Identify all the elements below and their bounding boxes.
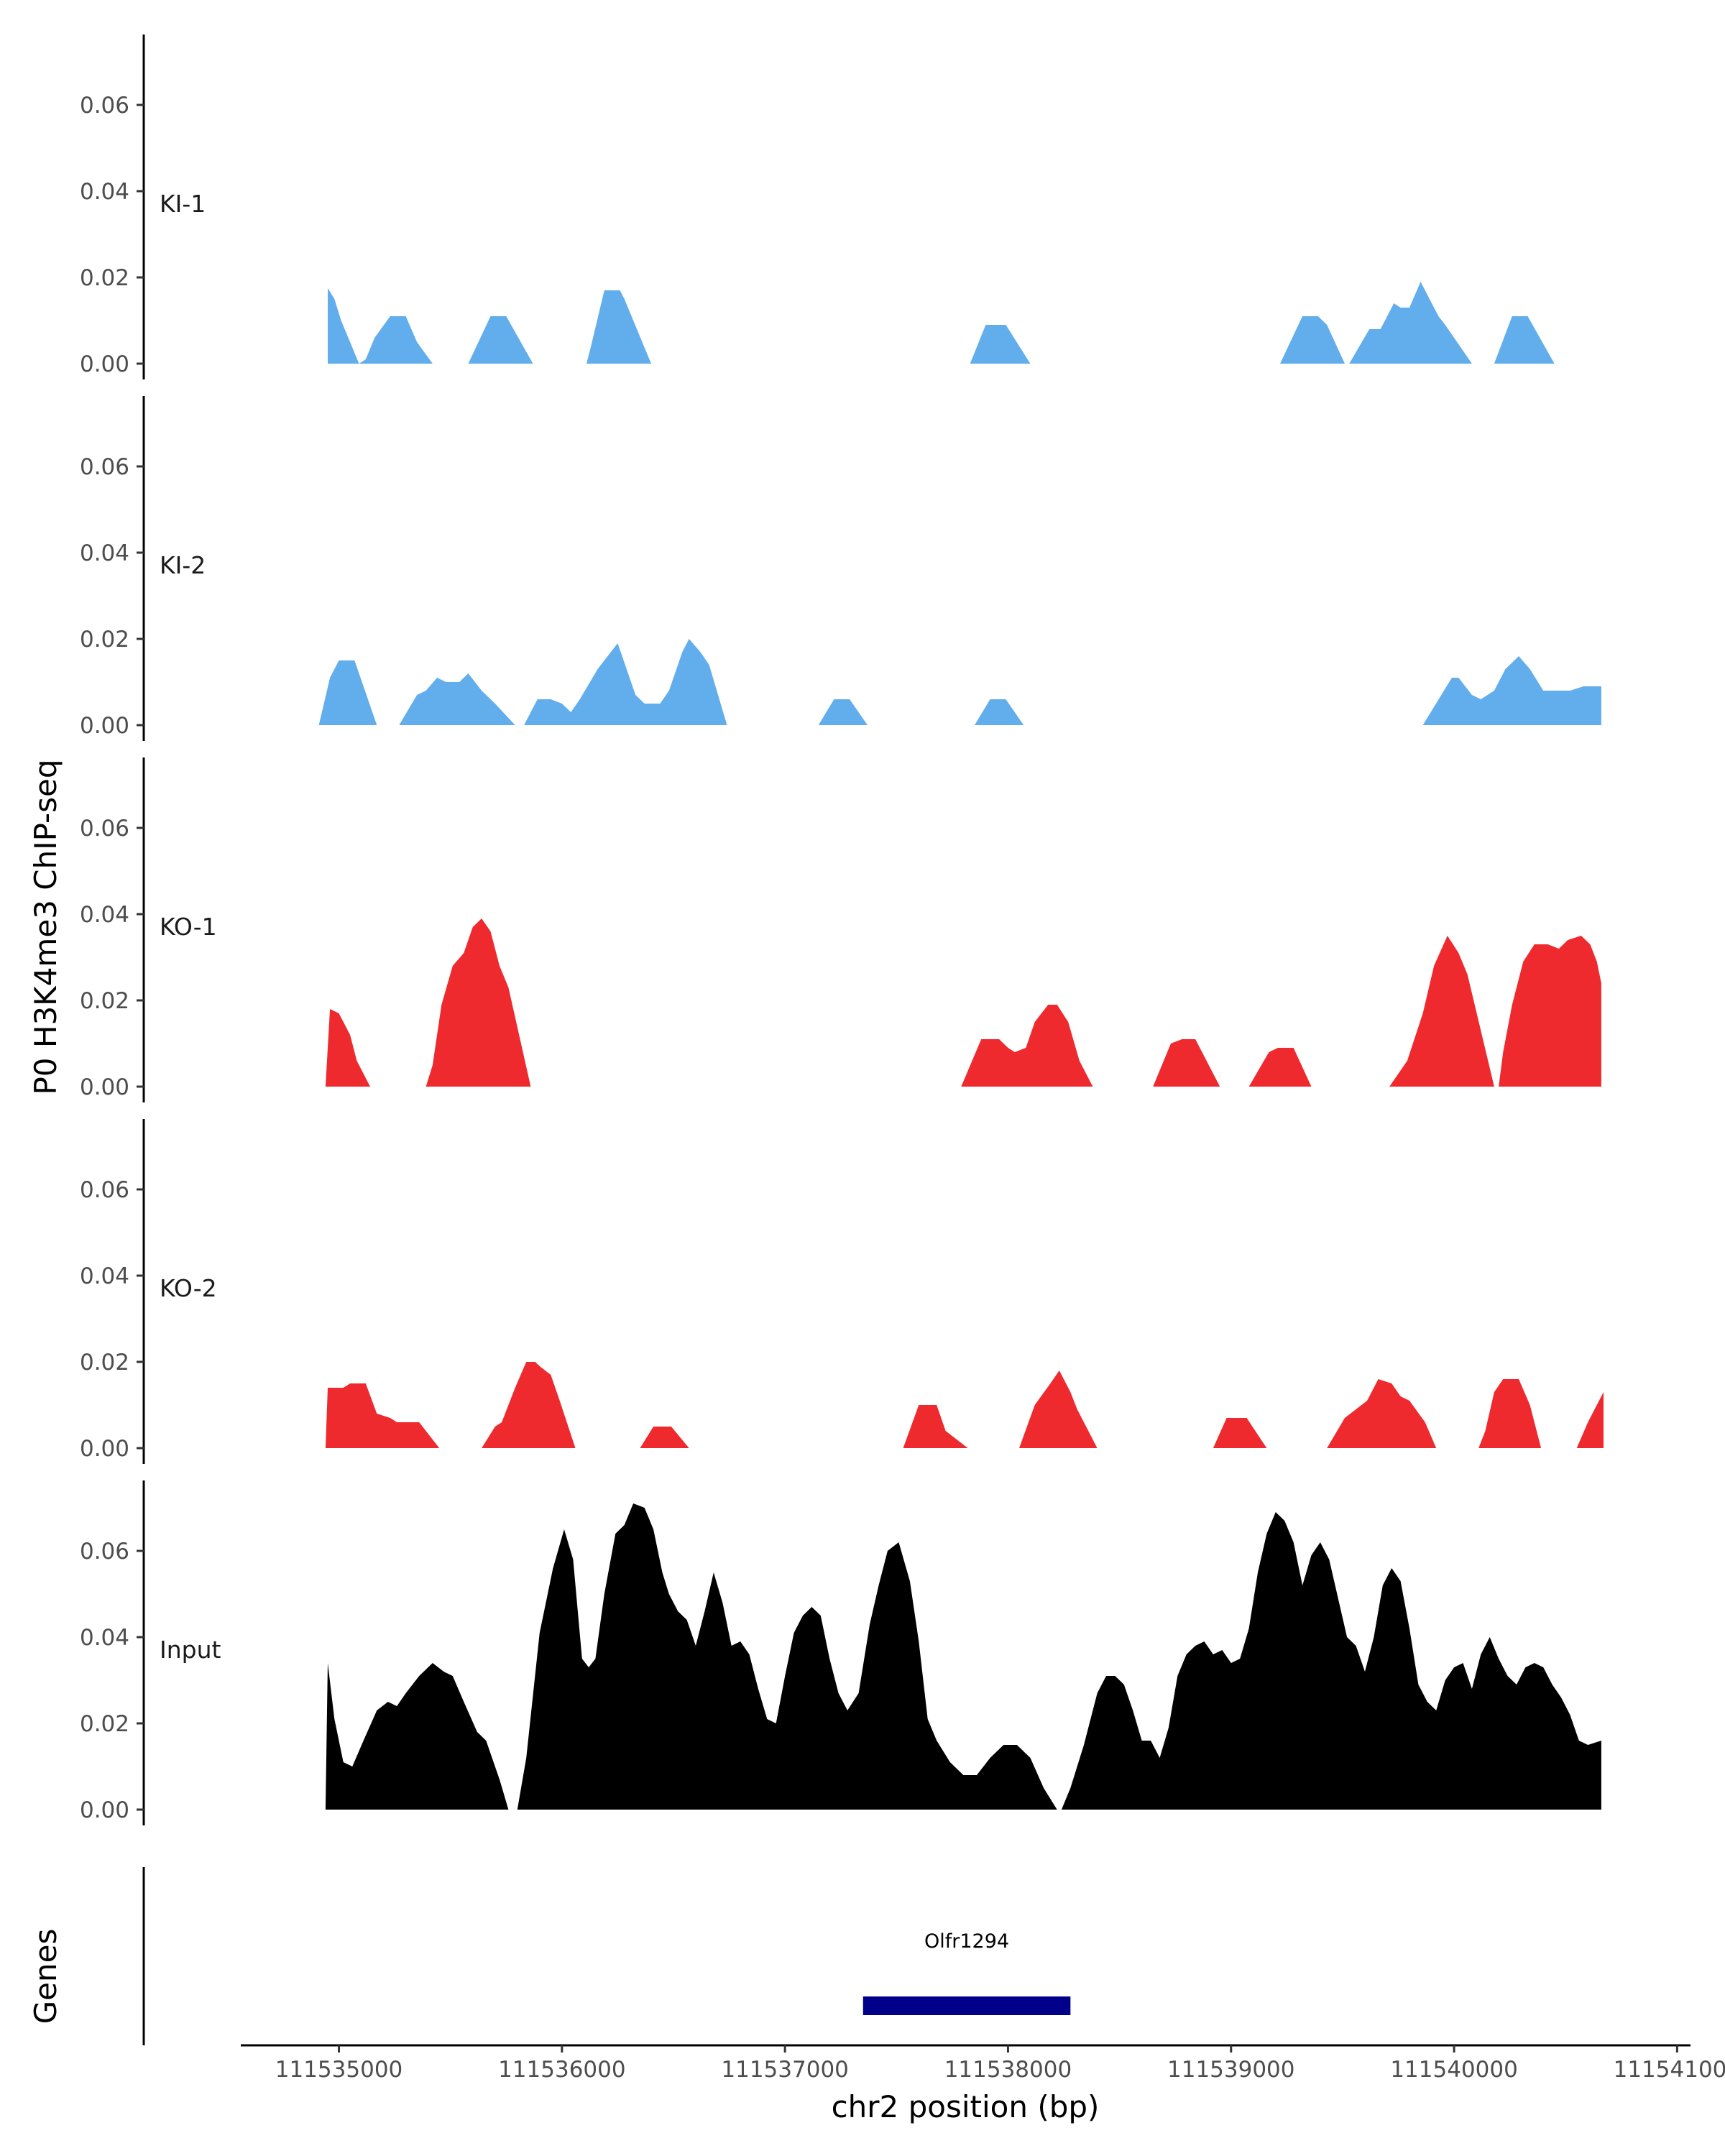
y-axis-title: P0 H3K4me3 ChIP-seq — [28, 759, 63, 1095]
y-tick-label: 0.00 — [80, 1074, 129, 1100]
y-tick-label: 0.06 — [80, 816, 129, 842]
track-label-input: Input — [160, 1636, 221, 1664]
track-panel-ko-2: 0.00 0.02 0.04 0.06 KO-2 — [80, 1119, 1604, 1464]
track-label-ko-2: KO-2 — [160, 1274, 217, 1302]
signal-area-ki-2 — [318, 639, 1601, 725]
track-panel-input: 0.00 0.02 0.04 0.06 Input — [80, 1480, 1601, 1825]
y-tick-label: 0.06 — [80, 1539, 129, 1565]
x-axis: 111535000 111536000 111537000 111538000 1115… — [241, 2044, 1725, 2083]
y-tick-label: 0.00 — [80, 713, 129, 739]
y-tick-label: 0.04 — [80, 540, 129, 566]
signal-area-ko-1 — [325, 918, 1601, 1087]
track-panel-ki-2: 0.00 0.02 0.04 0.06 KI-2 — [80, 396, 1601, 741]
y-tick-label: 0.04 — [80, 902, 129, 928]
x-tick-label: 111538000 — [944, 2057, 1072, 2083]
genes-axis-title: Genes — [28, 1929, 63, 2024]
track-label-ki-1: KI-1 — [160, 190, 206, 218]
y-tick-label: 0.04 — [80, 1263, 129, 1289]
x-tick-label: 111537000 — [721, 2057, 849, 2083]
y-tick-label: 0.04 — [80, 1625, 129, 1651]
y-tick-label: 0.06 — [80, 93, 129, 119]
y-tick-label: 0.00 — [80, 1436, 129, 1462]
x-tick-label: 111535000 — [275, 2057, 403, 2083]
signal-area-ko-2 — [325, 1362, 1604, 1448]
y-tick-label: 0.02 — [80, 1711, 129, 1737]
y-tick-label: 0.00 — [80, 1797, 129, 1823]
y-tick-label: 0.06 — [80, 1177, 129, 1203]
track-panel-ko-1: 0.00 0.02 0.04 0.06 KO-1 — [80, 757, 1601, 1102]
x-tick-label: 111541000 — [1614, 2057, 1725, 2083]
x-tick-label: 111536000 — [498, 2057, 626, 2083]
track-label-ki-2: KI-2 — [160, 551, 206, 579]
track-label-ko-1: KO-1 — [160, 913, 217, 941]
x-axis-title: chr2 position (bp) — [832, 2089, 1100, 2124]
y-tick-label: 0.02 — [80, 988, 129, 1014]
track-panel-ki-1: 0.00 0.02 0.04 0.06 KI-1 — [80, 34, 1555, 379]
y-tick-label: 0.02 — [80, 265, 129, 291]
y-tick-label: 0.04 — [80, 179, 129, 205]
signal-tracks: 0.00 0.02 0.04 0.06 KI-1 0.00 0.02 0.04 0.06 KI-2… — [80, 34, 1604, 1825]
signal-area-ki-1 — [328, 282, 1555, 364]
genes-panel: Olfr1294 — [142, 1867, 1071, 2045]
y-tick-label: 0.06 — [80, 454, 129, 480]
x-tick-label: 111539000 — [1167, 2057, 1295, 2083]
y-tick-label: 0.02 — [80, 1350, 129, 1376]
signal-area-input — [325, 1503, 1601, 1810]
x-tick-label: 111540000 — [1390, 2057, 1518, 2083]
gene-body — [862, 1996, 1071, 2015]
gene-label: Olfr1294 — [924, 1930, 1009, 1953]
y-tick-label: 0.00 — [80, 351, 129, 377]
y-tick-label: 0.02 — [80, 627, 129, 653]
